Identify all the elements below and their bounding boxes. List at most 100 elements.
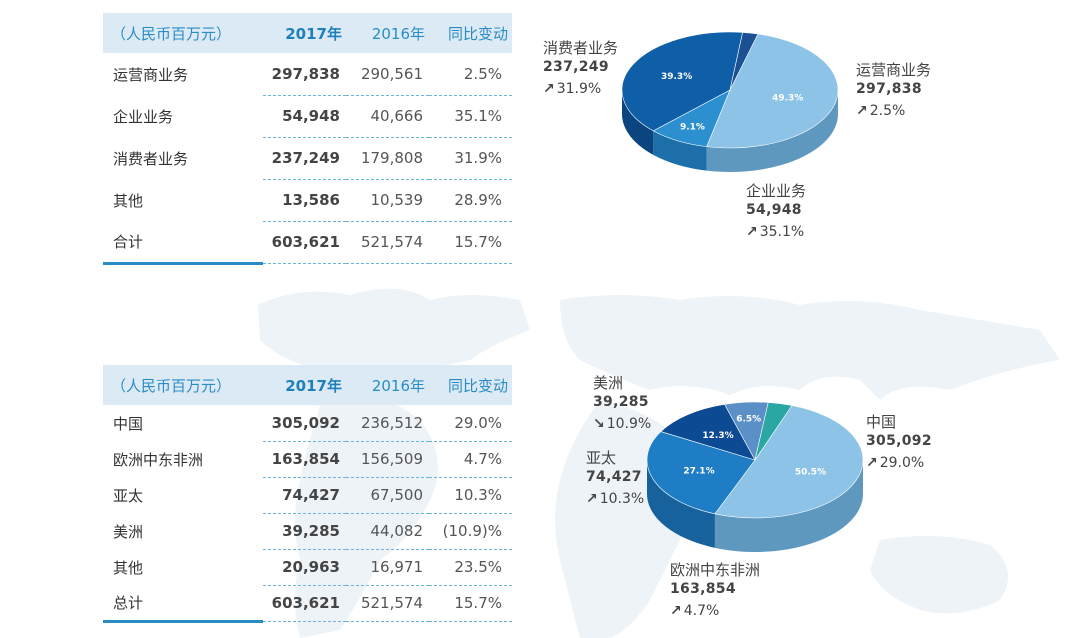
- table-row: 美洲 39,285 44,082 (10.9)%: [103, 513, 512, 550]
- value-yoy: (10.9)%: [429, 513, 512, 550]
- pie-slice: [660, 404, 756, 461]
- pie-label-amount: 54,948: [746, 202, 802, 219]
- header-unit: （人民币百万元）: [103, 13, 263, 53]
- pie-label-amount: 305,092: [866, 433, 932, 450]
- row-label: 欧洲中东非洲: [113, 450, 204, 469]
- pie-label-amount: 237,249: [543, 59, 609, 76]
- pie-label-change: ↗ 29.0%: [866, 455, 925, 472]
- value-yoy: 15.7%: [429, 221, 512, 264]
- value-2016: 179,808: [346, 137, 429, 180]
- value-2017: 54,948: [263, 95, 346, 138]
- pie-label-name: 中国: [866, 413, 897, 431]
- value-2016: 67,500: [346, 477, 429, 514]
- pie-label-americas: 美洲 39,285 ↘ 10.9%: [593, 373, 651, 434]
- table-header-row: （人民币百万元） 2017年 2016年 同比变动: [103, 13, 512, 53]
- table-total-row: 总计 603,621 521,574 15.7%: [103, 585, 512, 623]
- row-label: 消费者业务: [113, 149, 189, 168]
- pie-slice-side: [706, 90, 838, 172]
- arrow-up-icon: ↗: [586, 491, 598, 508]
- arrow-up-icon: ↗: [746, 224, 758, 241]
- pie-label-carrier: 运营商业务 297,838 ↗ 2.5%: [856, 60, 931, 121]
- table-row: 亚太 74,427 67,500 10.3%: [103, 477, 512, 514]
- table-header-row: （人民币百万元） 2017年 2016年 同比变动: [103, 365, 512, 405]
- value-2017: 297,838: [263, 53, 346, 96]
- pie-slice-side: [653, 130, 707, 171]
- value-2017: 39,285: [263, 513, 346, 550]
- pie-slice: [714, 405, 864, 519]
- pie-label-consumer: 消费者业务 237,249 ↗ 31.9%: [543, 38, 618, 99]
- segment-pie-chart: 49.3% 9.1% 39.3%: [621, 31, 839, 172]
- value-yoy: 4.7%: [429, 441, 512, 478]
- arrow-up-icon: ↗: [866, 455, 878, 472]
- value-yoy: 31.9%: [429, 137, 512, 180]
- value-yoy: 28.9%: [429, 179, 512, 222]
- arrow-down-icon: ↘: [593, 416, 605, 433]
- value-2017: 603,621: [263, 221, 346, 264]
- arrow-up-icon: ↗: [670, 603, 682, 620]
- value-yoy: 2.5%: [429, 53, 512, 96]
- header-unit: （人民币百万元）: [103, 365, 263, 405]
- value-2016: 521,574: [346, 585, 429, 622]
- pie-percent-label: 27.1%: [683, 467, 714, 477]
- header-2017: 2017年: [263, 13, 346, 53]
- value-2016: 236,512: [346, 405, 429, 442]
- table-row: 欧洲中东非洲 163,854 156,509 4.7%: [103, 441, 512, 478]
- pie-slice: [706, 33, 839, 149]
- value-yoy: 29.0%: [429, 405, 512, 442]
- value-2017: 20,963: [263, 549, 346, 586]
- value-2016: 156,509: [346, 441, 429, 478]
- pie-label-amount: 39,285: [593, 394, 649, 411]
- value-2017: 237,249: [263, 137, 346, 180]
- region-revenue-table: （人民币百万元） 2017年 2016年 同比变动 中国 305,092 236…: [103, 365, 512, 623]
- pie-label-enterprise: 企业业务 54,948 ↗ 35.1%: [746, 181, 806, 242]
- table-row: 运营商业务 297,838 290,561 2.5%: [103, 53, 512, 96]
- pie-percent-label: 49.3%: [772, 94, 803, 104]
- value-yoy: 23.5%: [429, 549, 512, 586]
- pie-label-apac: 亚太 74,427 ↗ 10.3%: [586, 448, 644, 509]
- value-2017: 305,092: [263, 405, 346, 442]
- pie-slice: [729, 32, 759, 91]
- pie-slice-side: [714, 460, 863, 552]
- pie-label-name: 美洲: [593, 374, 624, 392]
- value-2016: 290,561: [346, 53, 429, 96]
- region-pie-chart: 50.5% 27.1% 12.3%6.5%: [646, 401, 864, 552]
- pie-percent-label: 9.1%: [680, 123, 705, 133]
- value-2016: 44,082: [346, 513, 429, 550]
- row-label: 亚太: [113, 486, 144, 505]
- header-yoy: 同比变动: [429, 365, 512, 405]
- pie-label-name: 亚太: [586, 449, 617, 467]
- header-yoy: 同比变动: [429, 13, 512, 53]
- pie-label-change: ↗ 35.1%: [746, 224, 805, 241]
- pie-label-name: 企业业务: [746, 182, 807, 200]
- table-total-row: 合计 603,621 521,574 15.7%: [103, 221, 512, 265]
- pie-label-china: 中国 305,092 ↗ 29.0%: [866, 412, 932, 473]
- table-row: 其他 20,963 16,971 23.5%: [103, 549, 512, 586]
- pie-label-name: 运营商业务: [856, 61, 932, 79]
- pie-label-name: 消费者业务: [543, 39, 619, 57]
- pie-label-emea: 欧洲中东非洲 163,854 ↗ 4.7%: [670, 560, 760, 621]
- value-2017: 163,854: [263, 441, 346, 478]
- pie-slice-side: [647, 460, 715, 548]
- header-2017: 2017年: [263, 365, 346, 405]
- row-label: 合计: [103, 221, 263, 265]
- pie-label-amount: 297,838: [856, 81, 922, 98]
- segment-revenue-table: （人民币百万元） 2017年 2016年 同比变动 运营商业务 297,838 …: [103, 13, 512, 265]
- row-label: 企业业务: [113, 107, 174, 126]
- value-2016: 16,971: [346, 549, 429, 586]
- row-label: 运营商业务: [113, 65, 189, 84]
- pie-percent-label: 50.5%: [795, 467, 826, 477]
- value-2017: 74,427: [263, 477, 346, 514]
- table-row: 企业业务 54,948 40,666 35.1%: [103, 95, 512, 138]
- value-2017: 603,621: [263, 585, 346, 622]
- pie-label-amount: 74,427: [586, 469, 642, 486]
- pie-slice: [621, 31, 744, 132]
- table-row: 其他 13,586 10,539 28.9%: [103, 179, 512, 222]
- pie-slice-side: [622, 90, 654, 155]
- pie-slice: [754, 402, 793, 461]
- pie-label-change: ↗ 4.7%: [670, 603, 720, 620]
- pie-label-change: ↗ 10.3%: [586, 491, 645, 508]
- row-label: 其他: [113, 558, 144, 577]
- value-yoy: 35.1%: [429, 95, 512, 138]
- value-2016: 521,574: [346, 221, 429, 264]
- header-2016: 2016年: [346, 13, 429, 53]
